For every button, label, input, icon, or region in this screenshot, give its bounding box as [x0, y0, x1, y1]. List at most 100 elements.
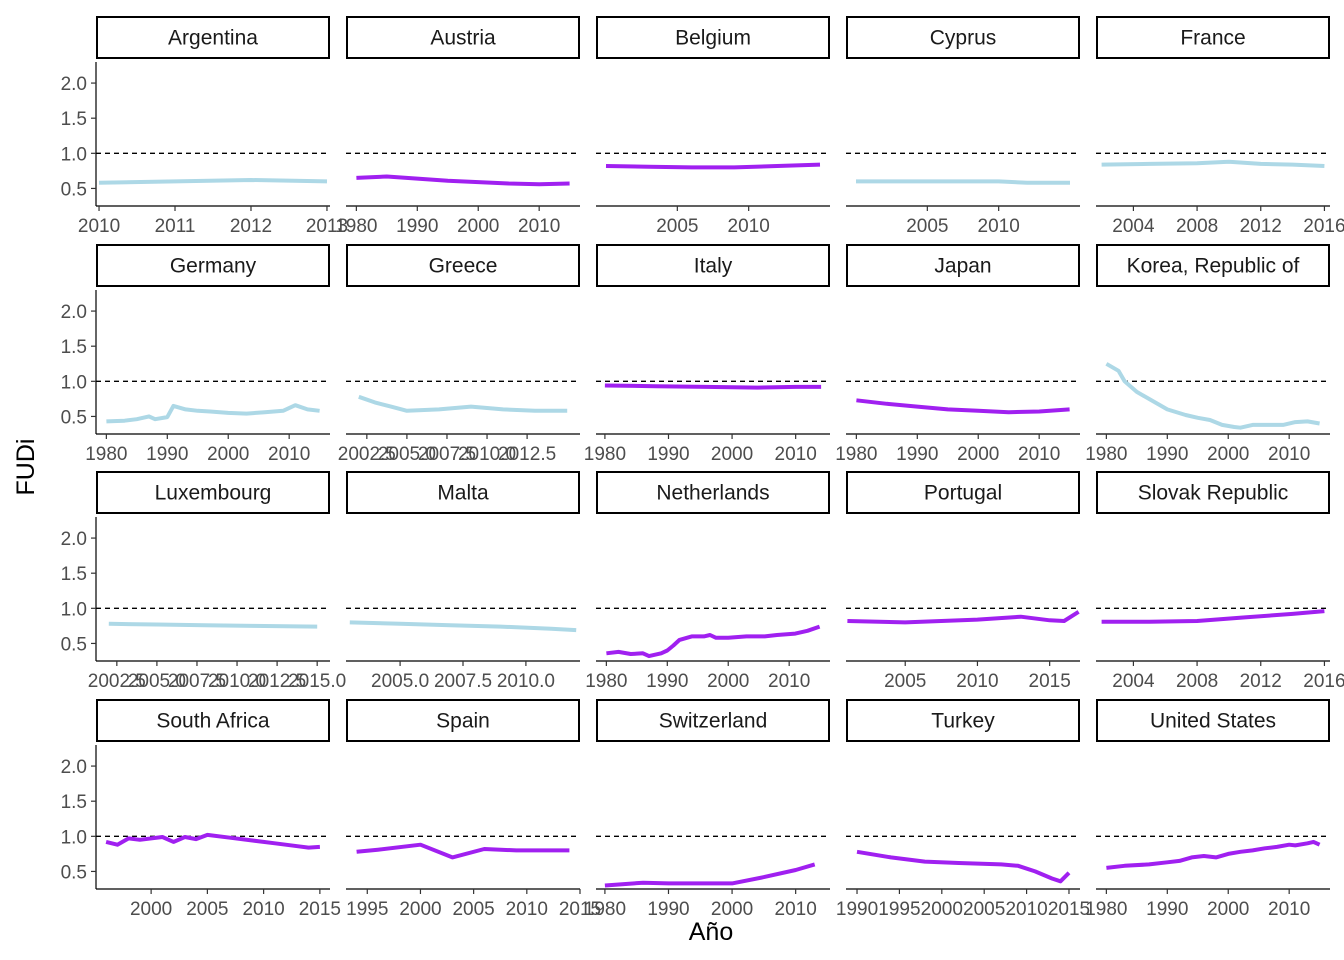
series-line-italy	[604, 383, 822, 390]
series-line-greece	[358, 394, 568, 413]
x-tick-label: 2010	[775, 444, 817, 465]
series-line-slovak-republic	[1101, 609, 1325, 624]
x-tick-label: 2010	[518, 216, 560, 237]
x-tick-label: 2010	[1005, 899, 1047, 920]
panel-10: Luxembourg 2002.52005.02007.52010.02012.5…	[61, 471, 346, 692]
x-tick-label: 2005	[906, 216, 948, 237]
series-line-malta	[349, 620, 577, 633]
x-tick-label: 2004	[1112, 216, 1155, 237]
series-line-luxembourg	[108, 621, 318, 629]
y-tick-label: 0.5	[61, 179, 87, 200]
facet-strip	[1096, 699, 1330, 742]
facet-label: Austria	[430, 27, 496, 50]
panel-12: Netherlands 1980 1990 2000 2010	[585, 471, 830, 692]
series-line-germany	[106, 403, 320, 424]
panel-11: Malta 2005.0 2007.5 2010.0	[346, 471, 580, 692]
x-tick-label: 2015	[1029, 671, 1071, 692]
panel-8: Japan 1980 1990 2000 2010	[835, 244, 1080, 465]
x-tick-label: 1980	[1085, 444, 1127, 465]
panel-1: Austria 1980 1990 2000 2010	[335, 16, 580, 237]
x-tick-label: 2010	[728, 216, 770, 237]
y-tick-label: 0.5	[61, 634, 87, 655]
facet-strip	[846, 16, 1080, 59]
facet-strip	[596, 244, 830, 287]
x-tick-label: 2010	[506, 899, 548, 920]
facet-label: South Africa	[156, 710, 270, 733]
series-line-france	[1101, 159, 1325, 168]
x-tick-label: 2010	[1268, 444, 1310, 465]
x-tick-label: 2002.5	[88, 671, 146, 692]
y-tick-label: 2.0	[61, 757, 87, 778]
y-tick-label: 1.5	[61, 109, 87, 130]
series-line-austria	[356, 174, 570, 187]
x-tick-label: 1990	[646, 671, 688, 692]
panel-7: Italy 1980 1990 2000 2010	[584, 244, 830, 465]
facet-strip	[846, 244, 1080, 287]
x-tick-label: 2005	[884, 671, 926, 692]
facet-label: United States	[1150, 710, 1276, 733]
facet-strip	[346, 471, 580, 514]
x-tick-label: 1995	[346, 899, 388, 920]
x-tick-label: 2002.5	[338, 444, 396, 465]
facet-strip	[96, 16, 330, 59]
y-tick-label: 2.0	[61, 74, 87, 95]
facet-label: Korea, Republic of	[1127, 255, 1300, 278]
x-axis-title: Año	[689, 918, 733, 946]
facet-label: Portugal	[924, 482, 1002, 505]
series-line-spain	[356, 842, 570, 860]
x-tick-label: 2000	[399, 899, 441, 920]
x-tick-label: 2000	[921, 899, 963, 920]
x-tick-label: 2012	[1240, 671, 1282, 692]
facet-strip	[596, 471, 830, 514]
x-tick-label: 2010	[978, 216, 1020, 237]
x-tick-label: 2004	[1112, 671, 1155, 692]
x-tick-label: 2000	[457, 216, 499, 237]
x-tick-label: 1980	[585, 671, 627, 692]
facet-label: Italy	[694, 255, 733, 278]
facet-strip	[96, 699, 330, 742]
x-tick-label: 1990	[146, 444, 188, 465]
x-tick-label: 2000	[711, 444, 753, 465]
x-tick-label: 2000	[711, 899, 753, 920]
facet-strip	[346, 244, 580, 287]
y-tick-label: 2.0	[61, 529, 87, 550]
y-tick-label: 0.5	[61, 407, 87, 428]
x-tick-label: 2012.5	[498, 444, 556, 465]
x-tick-label: 2008	[1176, 216, 1218, 237]
panel-4: France 2004 2008 2012 2016	[1096, 16, 1344, 237]
y-axis-title: FUDi	[12, 439, 40, 496]
x-tick-label: 2007.5	[418, 444, 476, 465]
x-tick-label: 1990	[836, 899, 878, 920]
x-tick-label: 2000	[707, 671, 749, 692]
x-tick-label: 2010.0	[458, 444, 516, 465]
x-tick-label: 2011	[155, 216, 196, 237]
x-tick-label: 2016	[1303, 216, 1344, 237]
x-tick-label: 2000	[1207, 444, 1249, 465]
x-tick-label: 2000	[207, 444, 249, 465]
x-tick-label: 2010	[242, 899, 284, 920]
panel-5: Germany 1980 1990 2000 2010 0.5 1.0 1.5 2.0	[61, 244, 330, 465]
y-tick-label: 2.0	[61, 302, 87, 323]
x-tick-label: 1990	[896, 444, 938, 465]
facet-strip	[596, 699, 830, 742]
series-line-cyprus	[856, 179, 1070, 185]
x-tick-label: 2010.0	[497, 671, 555, 692]
facet-strip	[346, 16, 580, 59]
series-line-portugal	[847, 610, 1080, 625]
x-tick-label: 2005.0	[371, 671, 429, 692]
y-tick-label: 1.0	[61, 372, 87, 393]
facet-label: Turkey	[931, 710, 995, 733]
series-line-argentina	[98, 178, 328, 185]
panel-9: Korea, Republic of 1980 1990 2000 2010	[1085, 244, 1330, 465]
x-tick-label: 1980	[335, 216, 377, 237]
x-tick-label: 2010	[768, 671, 810, 692]
series-line-korea-republic-of	[1105, 362, 1320, 430]
facet-label: Malta	[437, 482, 489, 505]
x-tick-label: 2015	[559, 899, 601, 920]
series-line-japan	[856, 398, 1070, 415]
series-line-netherlands	[606, 624, 821, 659]
x-tick-label: 2010	[268, 444, 310, 465]
facet-strip	[1096, 471, 1330, 514]
x-tick-label: 2005.0	[378, 444, 436, 465]
